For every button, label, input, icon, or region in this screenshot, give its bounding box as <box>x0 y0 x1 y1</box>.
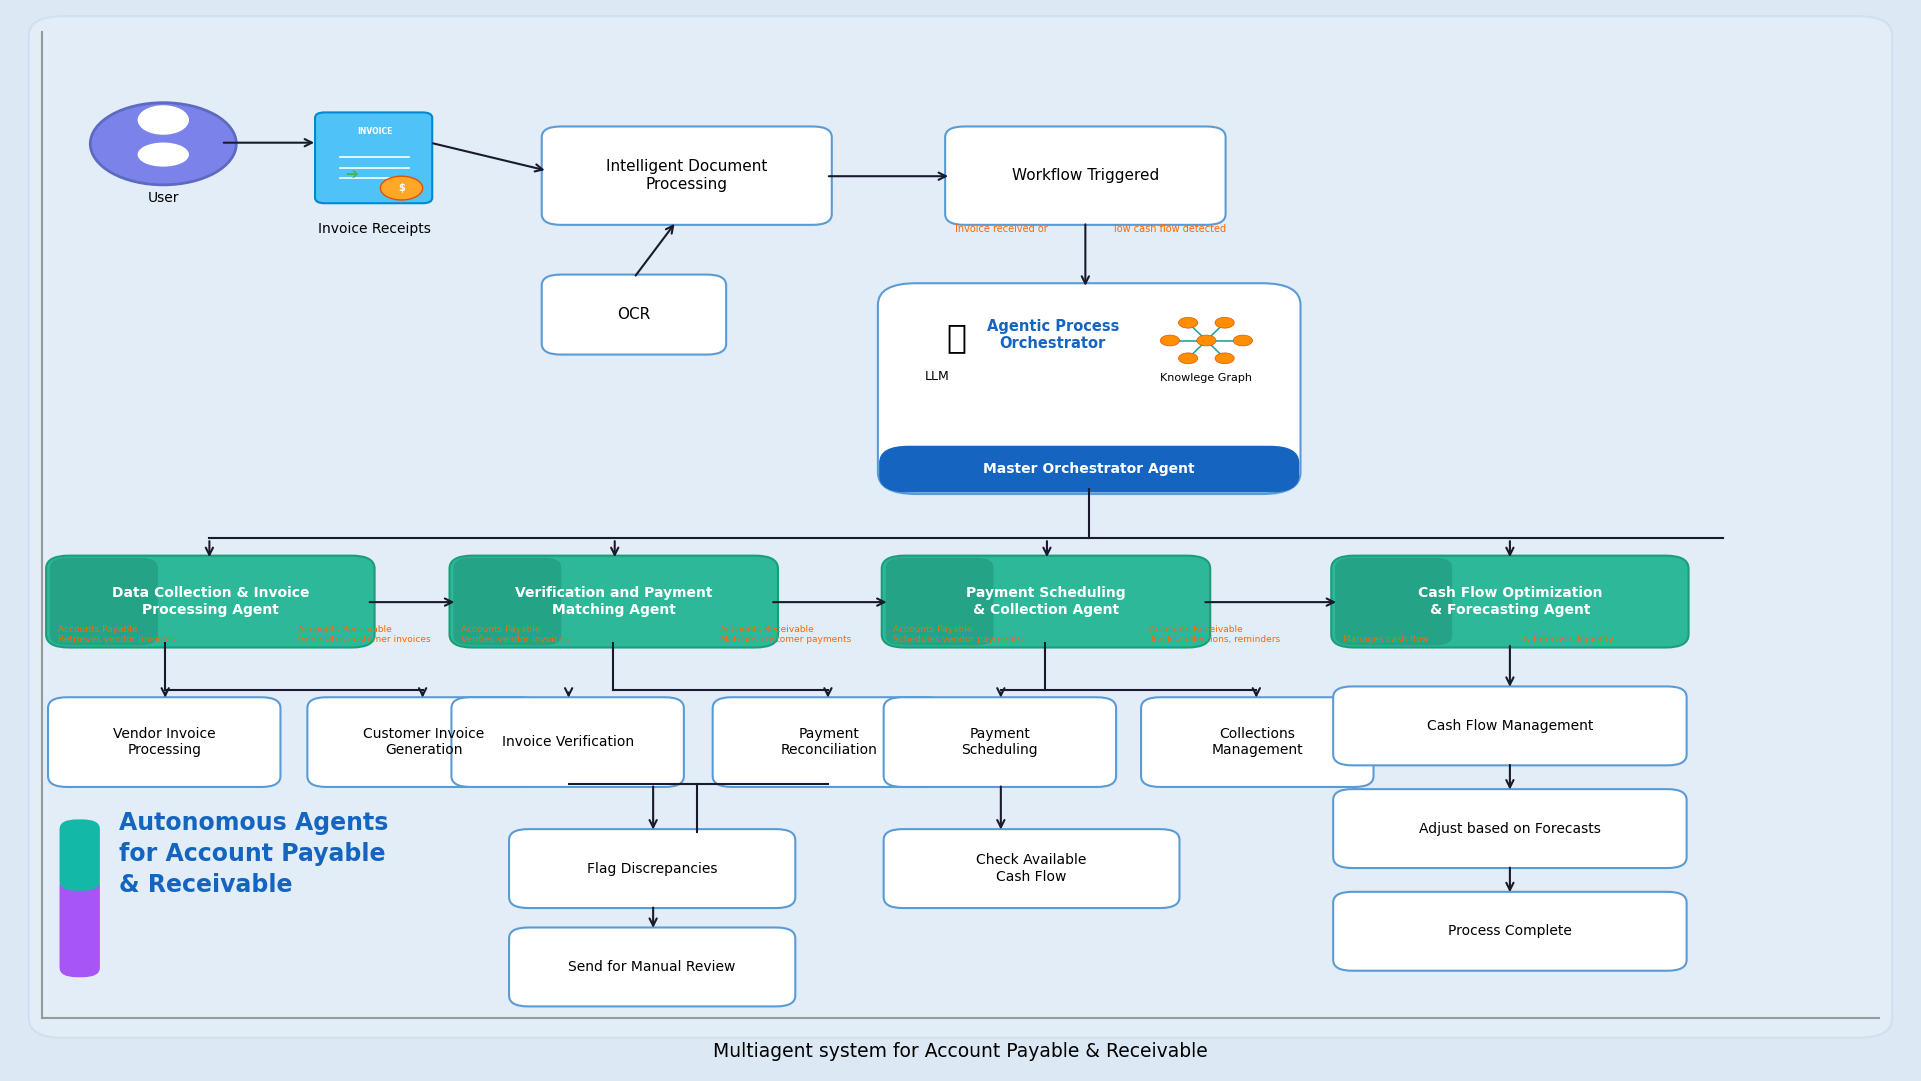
Text: Customer Invoice
Generation: Customer Invoice Generation <box>363 728 484 757</box>
Text: Workflow Triggered: Workflow Triggered <box>1012 169 1158 183</box>
FancyBboxPatch shape <box>509 927 795 1006</box>
Text: Payment
Reconciliation: Payment Reconciliation <box>780 728 878 757</box>
Text: OCR: OCR <box>617 307 651 322</box>
FancyBboxPatch shape <box>48 697 280 787</box>
FancyBboxPatch shape <box>542 275 726 355</box>
FancyBboxPatch shape <box>451 697 684 787</box>
Text: Payment
Scheduling: Payment Scheduling <box>962 728 1037 757</box>
Circle shape <box>1233 335 1252 346</box>
Text: Autonomous Agents
for Account Payable
& Receivable: Autonomous Agents for Account Payable & … <box>119 812 388 896</box>
Circle shape <box>1214 352 1233 363</box>
Text: Accounts Receivable
Tracks collections, reminders: Accounts Receivable Tracks collections, … <box>1149 625 1279 644</box>
Circle shape <box>1214 318 1233 329</box>
Text: $: $ <box>398 183 405 193</box>
Text: Accounts Payable
Retrieves vendor invoices: Accounts Payable Retrieves vendor invoic… <box>58 625 175 644</box>
Circle shape <box>90 103 236 185</box>
Text: INVOICE: INVOICE <box>357 128 392 136</box>
FancyBboxPatch shape <box>886 558 993 645</box>
Text: Process Complete: Process Complete <box>1448 924 1571 938</box>
FancyBboxPatch shape <box>884 829 1179 908</box>
Text: LLM: LLM <box>926 370 949 383</box>
Text: Adjust based on Forecasts: Adjust based on Forecasts <box>1420 822 1600 836</box>
FancyBboxPatch shape <box>50 558 158 645</box>
Text: Data Collection & Invoice
Processing Agent: Data Collection & Invoice Processing Age… <box>111 587 309 616</box>
Text: Accounts Receivable
Generates customer invoices: Accounts Receivable Generates customer i… <box>298 625 430 644</box>
Text: Agentic Process
Orchestrator: Agentic Process Orchestrator <box>987 319 1118 351</box>
FancyBboxPatch shape <box>1335 558 1452 645</box>
Circle shape <box>1160 335 1179 346</box>
Circle shape <box>138 106 188 134</box>
FancyBboxPatch shape <box>60 819 100 891</box>
Text: Master Orchestrator Agent: Master Orchestrator Agent <box>984 463 1195 476</box>
Text: Accounts Payable
Schedules vendor payments: Accounts Payable Schedules vendor paymen… <box>893 625 1022 644</box>
FancyBboxPatch shape <box>1331 556 1689 648</box>
FancyBboxPatch shape <box>878 283 1301 494</box>
Text: Flag Discrepancies: Flag Discrepancies <box>588 862 717 876</box>
FancyBboxPatch shape <box>46 556 375 648</box>
FancyBboxPatch shape <box>1333 892 1687 971</box>
Text: Send for Manual Review: Send for Manual Review <box>569 960 736 974</box>
Text: Invoice Verification: Invoice Verification <box>501 735 634 749</box>
Text: Verification and Payment
Matching Agent: Verification and Payment Matching Agent <box>515 587 713 616</box>
FancyBboxPatch shape <box>1333 789 1687 868</box>
Ellipse shape <box>138 143 188 165</box>
Text: Accounts Receivable
Matches customer payments: Accounts Receivable Matches customer pay… <box>720 625 851 644</box>
FancyBboxPatch shape <box>307 697 540 787</box>
FancyBboxPatch shape <box>1333 686 1687 765</box>
FancyBboxPatch shape <box>542 126 832 225</box>
Text: Invoice Receipts: Invoice Receipts <box>319 222 430 236</box>
FancyBboxPatch shape <box>29 16 1892 1038</box>
Text: Intelligent Document
Processing: Intelligent Document Processing <box>605 160 768 191</box>
FancyBboxPatch shape <box>884 697 1116 787</box>
FancyBboxPatch shape <box>60 876 100 977</box>
Circle shape <box>1179 318 1199 329</box>
Text: Accounts Payable
Verifies vendor invoices: Accounts Payable Verifies vendor invoice… <box>461 625 569 644</box>
Text: ➔: ➔ <box>346 168 357 183</box>
Circle shape <box>380 176 423 200</box>
FancyBboxPatch shape <box>945 126 1226 225</box>
Text: 🧠: 🧠 <box>947 321 966 353</box>
Text: Invoice received or: Invoice received or <box>955 224 1047 233</box>
FancyBboxPatch shape <box>450 556 778 648</box>
Circle shape <box>1179 352 1199 363</box>
FancyBboxPatch shape <box>713 697 945 787</box>
FancyBboxPatch shape <box>882 556 1210 648</box>
FancyBboxPatch shape <box>453 558 561 645</box>
Text: Cash Flow Management: Cash Flow Management <box>1427 719 1593 733</box>
Text: User: User <box>148 191 179 205</box>
Text: Cash Flow Optimization
& Forecasting Agent: Cash Flow Optimization & Forecasting Age… <box>1418 587 1602 616</box>
Text: low cash flow detected: low cash flow detected <box>1114 224 1226 233</box>
Text: Vendor Invoice
Processing: Vendor Invoice Processing <box>113 728 215 757</box>
Text: & forecasts liquidity: & forecasts liquidity <box>1523 636 1614 644</box>
FancyBboxPatch shape <box>880 446 1299 492</box>
Text: Multiagent system for Account Payable & Receivable: Multiagent system for Account Payable & … <box>713 1042 1208 1062</box>
Text: Payment Scheduling
& Collection Agent: Payment Scheduling & Collection Agent <box>966 587 1126 616</box>
FancyBboxPatch shape <box>509 829 795 908</box>
FancyBboxPatch shape <box>1141 697 1374 787</box>
Text: Knowlege Graph: Knowlege Graph <box>1160 373 1252 384</box>
Text: Check Available
Cash Flow: Check Available Cash Flow <box>976 854 1087 883</box>
Circle shape <box>1197 335 1216 346</box>
Text: Collections
Management: Collections Management <box>1212 728 1302 757</box>
Text: Manages cash flow: Manages cash flow <box>1343 636 1429 644</box>
FancyBboxPatch shape <box>315 112 432 203</box>
